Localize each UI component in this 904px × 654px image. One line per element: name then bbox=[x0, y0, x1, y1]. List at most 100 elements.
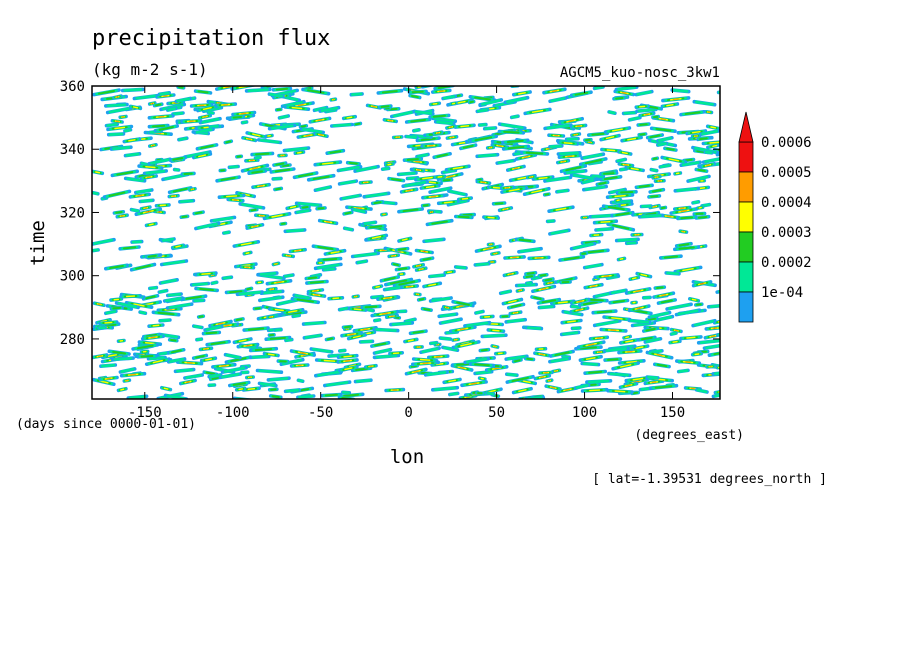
precip-streak bbox=[588, 343, 595, 346]
precip-streak bbox=[626, 241, 637, 245]
precip-streak bbox=[362, 328, 368, 331]
precip-streak bbox=[374, 342, 387, 347]
precip-streak bbox=[474, 96, 491, 101]
precip-streak bbox=[137, 194, 143, 197]
colorbar-label: 0.0006 bbox=[761, 135, 812, 151]
precip-streak bbox=[587, 249, 605, 254]
x-tick-label: -100 bbox=[216, 405, 250, 421]
precip-streak bbox=[572, 173, 596, 180]
precip-streak bbox=[352, 335, 361, 339]
precip-streak bbox=[556, 189, 569, 193]
precip-streak bbox=[718, 152, 720, 156]
precip-streak bbox=[650, 311, 669, 318]
precip-streak bbox=[630, 167, 639, 171]
precip-streak bbox=[354, 122, 361, 126]
precip-streak bbox=[645, 327, 656, 332]
precip-streak bbox=[181, 215, 188, 218]
y-units-label: (days since 0000-01-01) bbox=[16, 417, 196, 432]
precip-streak bbox=[290, 205, 297, 209]
precip-streak bbox=[612, 299, 625, 304]
precip-streak bbox=[608, 110, 616, 115]
precip-streak bbox=[620, 191, 634, 194]
precip-streak bbox=[275, 87, 288, 91]
precip-streak bbox=[588, 370, 603, 374]
precip-streak bbox=[170, 339, 177, 342]
precip-streak bbox=[356, 259, 367, 264]
precip-streak bbox=[458, 215, 470, 219]
precip-streak bbox=[371, 295, 383, 299]
precip-streak bbox=[612, 224, 630, 230]
precip-streak bbox=[325, 381, 349, 387]
precip-streak bbox=[456, 362, 471, 366]
precip-streak bbox=[250, 355, 269, 359]
precip-streak bbox=[176, 97, 191, 103]
precip-streak bbox=[518, 238, 532, 242]
precip-streak bbox=[691, 298, 697, 301]
precip-streak bbox=[705, 344, 720, 350]
precip-streak bbox=[92, 191, 99, 196]
precip-streak bbox=[635, 290, 642, 293]
precip-streak bbox=[619, 167, 628, 171]
precip-streak bbox=[381, 167, 390, 171]
precip-streak bbox=[116, 171, 134, 176]
precip-streak bbox=[355, 379, 371, 383]
precip-streak bbox=[149, 158, 170, 165]
precip-streak bbox=[518, 389, 527, 392]
precip-streak bbox=[276, 281, 282, 284]
precip-streak bbox=[315, 185, 331, 192]
precip-streak bbox=[393, 263, 399, 266]
precip-streak bbox=[418, 298, 425, 301]
precip-streak bbox=[271, 214, 283, 218]
precip-streak bbox=[430, 341, 438, 345]
precip-streak bbox=[640, 273, 648, 277]
precip-streak bbox=[610, 289, 626, 295]
x-units-label: (degrees_east) bbox=[634, 428, 744, 443]
precip-streak bbox=[475, 262, 489, 267]
precip-streak bbox=[288, 310, 298, 313]
precip-streak bbox=[247, 388, 256, 390]
precip-streak bbox=[582, 178, 595, 184]
precip-streak bbox=[410, 118, 426, 123]
precip-streak bbox=[309, 280, 324, 284]
precip-streak bbox=[115, 211, 123, 214]
precip-streak bbox=[322, 162, 334, 165]
precip-streak bbox=[339, 165, 360, 172]
y-tick-label: 280 bbox=[60, 332, 85, 348]
precip-streak bbox=[205, 325, 222, 332]
precip-streak bbox=[202, 106, 212, 111]
precip-streak bbox=[567, 320, 576, 323]
precip-streak bbox=[692, 200, 700, 205]
precip-streak bbox=[225, 353, 240, 359]
precip-streak bbox=[440, 336, 451, 341]
precip-streak bbox=[235, 318, 243, 321]
precip-streak bbox=[296, 209, 310, 214]
precip-streak bbox=[722, 289, 735, 292]
precip-streak bbox=[251, 133, 261, 137]
precip-streak bbox=[294, 294, 310, 300]
precip-streak bbox=[632, 277, 637, 280]
precip-streak bbox=[225, 195, 238, 198]
precip-streak bbox=[426, 371, 447, 376]
latitude-annotation: [ lat=-1.39531 degrees_north ] bbox=[592, 472, 827, 487]
precip-streak bbox=[714, 393, 720, 398]
x-tick-label: -150 bbox=[128, 405, 162, 421]
precip-streak bbox=[353, 308, 362, 311]
colorbar-label: 0.0003 bbox=[761, 225, 812, 241]
precip-streak bbox=[647, 375, 659, 380]
precip-streak bbox=[291, 106, 303, 110]
precip-streak bbox=[439, 312, 457, 318]
precip-streak bbox=[126, 177, 145, 182]
precip-streak bbox=[140, 199, 153, 203]
precip-streak bbox=[411, 95, 419, 99]
precip-streak bbox=[223, 230, 230, 235]
precip-streak bbox=[159, 91, 170, 96]
precip-streak bbox=[575, 383, 589, 390]
precip-streak bbox=[212, 216, 234, 222]
precip-streak bbox=[550, 357, 569, 363]
precip-streak bbox=[172, 111, 184, 116]
precip-streak bbox=[636, 90, 652, 96]
precip-streak bbox=[506, 318, 525, 323]
precip-streak bbox=[633, 380, 640, 383]
precip-streak bbox=[274, 168, 291, 173]
y-tick-label: 360 bbox=[60, 79, 85, 95]
